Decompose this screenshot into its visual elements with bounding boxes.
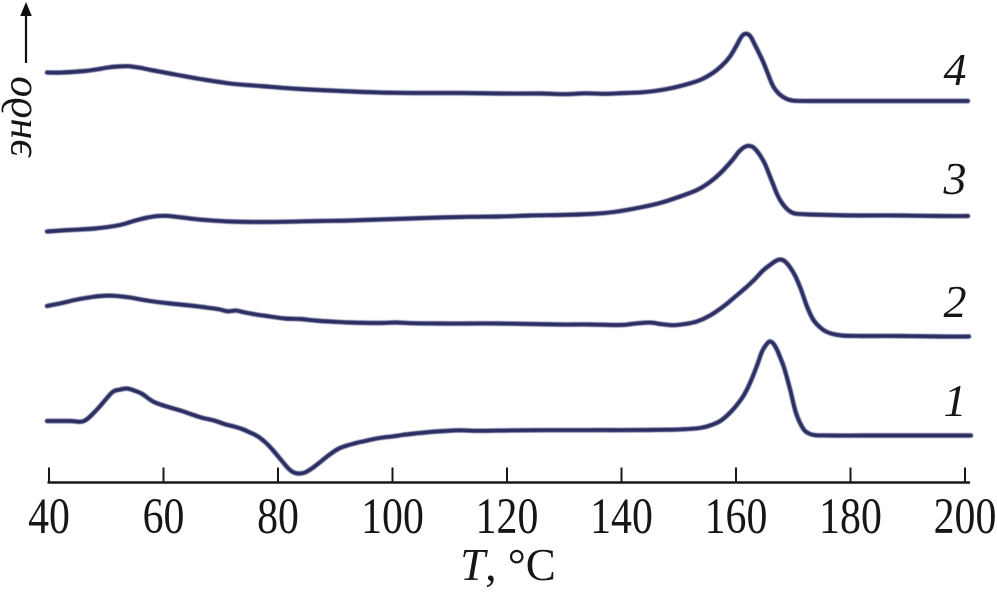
svg-text:4: 4 bbox=[944, 44, 967, 95]
svg-text:80: 80 bbox=[257, 489, 299, 545]
svg-text:40: 40 bbox=[28, 489, 70, 545]
svg-text:2: 2 bbox=[944, 276, 967, 327]
svg-text:180: 180 bbox=[819, 489, 882, 545]
svg-text:T, °C: T, °C bbox=[460, 540, 556, 590]
svg-text:140: 140 bbox=[590, 489, 653, 545]
svg-text:3: 3 bbox=[943, 153, 967, 204]
svg-text:1: 1 bbox=[944, 375, 967, 426]
svg-text:120: 120 bbox=[476, 489, 539, 545]
svg-text:160: 160 bbox=[705, 489, 768, 545]
svg-text:100: 100 bbox=[361, 489, 424, 545]
svg-text:200: 200 bbox=[934, 489, 997, 545]
svg-text:эндо: эндо bbox=[0, 76, 41, 158]
svg-text:60: 60 bbox=[143, 489, 185, 545]
